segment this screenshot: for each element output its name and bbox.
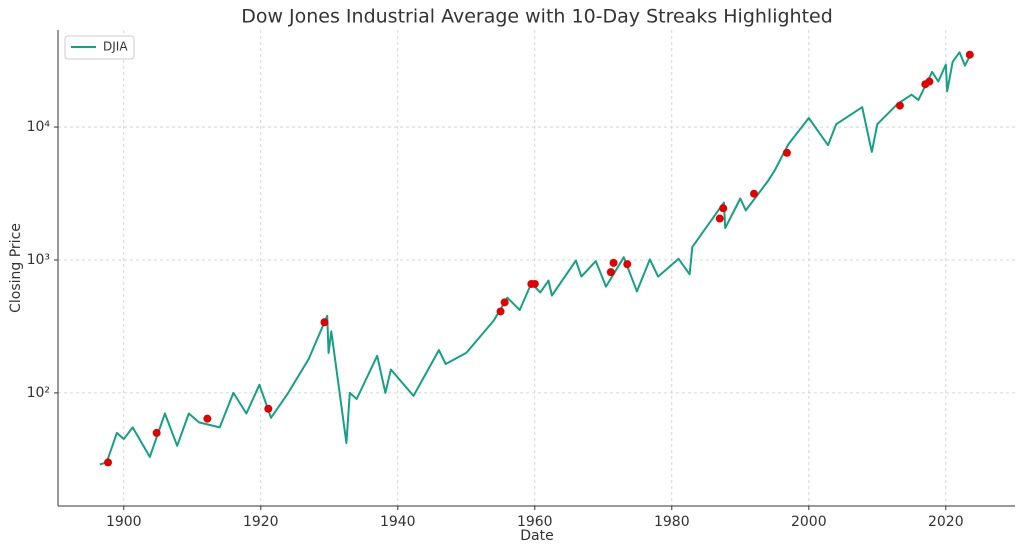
x-tick-label: 2020 — [928, 514, 964, 530]
highlight-point — [750, 189, 758, 198]
highlight-point — [623, 260, 632, 269]
highlight-point — [965, 50, 974, 59]
highlight-point — [609, 258, 618, 267]
legend: DJIA — [64, 35, 135, 60]
x-axis-label: Date — [520, 528, 553, 544]
highlight-point — [606, 268, 615, 277]
highlight-point — [530, 279, 539, 288]
highlight-point — [895, 101, 904, 110]
x-tick-label: 1980 — [654, 514, 690, 530]
highlight-point — [500, 298, 509, 307]
highlight-point — [715, 214, 724, 223]
x-tick-label: 1960 — [517, 514, 553, 530]
highlight-point — [264, 404, 273, 413]
y-tick-label: 10³ — [27, 252, 50, 268]
legend-label: DJIA — [103, 40, 128, 54]
y-tick-label: 10⁴ — [27, 119, 51, 135]
chart-title: Dow Jones Industrial Average with 10-Day… — [241, 6, 833, 28]
highlight-point — [203, 414, 212, 423]
highlight-point — [925, 77, 934, 86]
highlight-point — [104, 458, 113, 467]
data-line — [99, 51, 972, 466]
x-tick-label: 1920 — [243, 514, 279, 530]
highlight-point — [496, 307, 505, 316]
y-axis-label: Closing Price — [8, 223, 24, 313]
x-tick-label: 1940 — [380, 514, 416, 530]
highlight-point — [320, 318, 329, 327]
y-tick-label: 10² — [27, 385, 50, 401]
x-tick-label: 2000 — [791, 514, 827, 530]
legend-box — [64, 35, 135, 60]
highlight-point — [782, 148, 791, 157]
highlight-point — [152, 428, 161, 437]
highlight-point — [719, 204, 728, 213]
x-tick-label: 1900 — [106, 514, 142, 530]
